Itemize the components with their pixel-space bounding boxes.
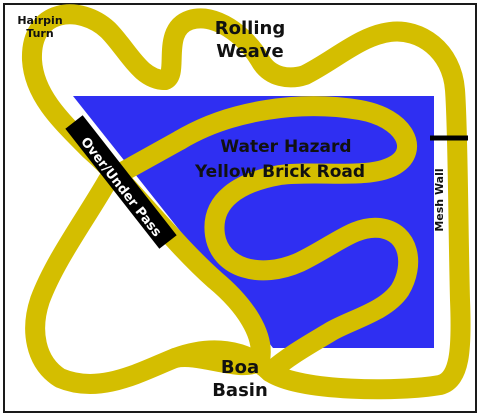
track-yellow-brick-road (170, 96, 419, 382)
mesh-wall-label: Mesh Wall (433, 168, 446, 231)
hairpin-turn-label-line1: Hairpin (17, 14, 62, 27)
hairpin-turn-label-line2: Turn (26, 27, 53, 40)
rolling-weave-label-line1: Rolling (215, 18, 285, 39)
water-hazard-label: Water Hazard (220, 137, 351, 157)
track-boa-basin (155, 8, 471, 400)
boa-basin-label-line1: Boa (221, 357, 259, 378)
over-under-pass (65, 115, 177, 249)
track-outer-loop (22, 4, 271, 395)
yellow-brick-road-label: Yellow Brick Road (194, 162, 365, 182)
rolling-weave-label-line2: Weave (216, 41, 284, 62)
boa-basin-label-line2: Basin (212, 380, 268, 401)
over-under-pass-band (65, 115, 177, 249)
